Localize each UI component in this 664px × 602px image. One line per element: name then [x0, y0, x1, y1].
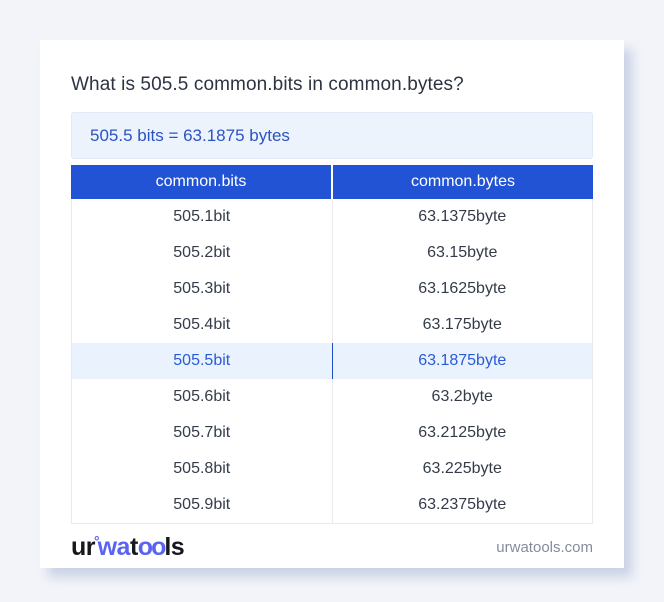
bits-value-link[interactable]: 505.7bit: [72, 415, 333, 451]
logo-segment-dark: ls: [164, 533, 185, 561]
table-row: 505.1bit 63.1375byte: [72, 199, 592, 235]
column-header-bytes: common.bytes: [333, 165, 593, 199]
table-header-row: common.bits common.bytes: [71, 165, 593, 199]
page-title: What is 505.5 common.bits in common.byte…: [71, 74, 464, 95]
logo-segment-blue: wa: [97, 533, 131, 561]
bytes-value-link[interactable]: 63.175byte: [422, 316, 502, 333]
table-row: 505.7bit 63.2125byte: [72, 415, 592, 451]
table-row: 505.3bit 63.1625byte: [72, 271, 592, 307]
table-body: 505.1bit 63.1375byte 505.2bit 63.15byte …: [71, 199, 593, 524]
conversion-result-text: 505.5 bits = 63.1875 bytes: [90, 125, 290, 145]
bytes-value-link[interactable]: 63.2byte: [431, 388, 493, 405]
converter-card: What is 505.5 common.bits in common.byte…: [40, 40, 624, 568]
bytes-value-link[interactable]: 63.2125byte: [418, 424, 507, 441]
table-row: 505.2bit 63.15byte: [72, 235, 592, 271]
logo-ring-icon: °: [94, 533, 99, 549]
table-row: 505.8bit 63.225byte: [72, 451, 592, 487]
bytes-value-link[interactable]: 63.2375byte: [418, 496, 507, 513]
conversion-table: common.bits common.bytes 505.1bit 63.137…: [71, 165, 593, 524]
bytes-value-link[interactable]: 63.1875byte: [418, 352, 507, 369]
conversion-result-banner: 505.5 bits = 63.1875 bytes: [71, 112, 593, 159]
table-row: 505.4bit 63.175byte: [72, 307, 592, 343]
logo-oo-glasses-icon: oo: [137, 533, 167, 561]
bits-value-link[interactable]: 505.8bit: [72, 451, 333, 487]
bits-value-link[interactable]: 505.1bit: [72, 199, 333, 235]
bytes-value-link[interactable]: 63.225byte: [422, 460, 502, 477]
logo-segment-dark: ur: [71, 533, 96, 561]
logo-segment-dark: t: [129, 533, 138, 561]
bytes-value-link[interactable]: 63.15byte: [427, 244, 498, 261]
bytes-value-link[interactable]: 63.1375byte: [418, 208, 507, 225]
urwatools-logo[interactable]: ur°watools: [71, 533, 185, 561]
bytes-value-link[interactable]: 63.1625byte: [418, 280, 507, 297]
bits-value-link[interactable]: 505.3bit: [72, 271, 333, 307]
bits-value-link[interactable]: 505.6bit: [72, 379, 333, 415]
column-header-bits: common.bits: [71, 165, 331, 199]
bits-value-link[interactable]: 505.5bit: [72, 343, 333, 379]
card-footer: ur°watools urwatools.com: [71, 524, 593, 570]
bits-value-link[interactable]: 505.2bit: [72, 235, 333, 271]
bits-value-link[interactable]: 505.4bit: [72, 307, 333, 343]
bits-value-link[interactable]: 505.9bit: [72, 487, 333, 523]
site-domain-text: urwatools.com: [496, 538, 593, 556]
table-row: 505.6bit 63.2byte: [72, 379, 592, 415]
table-row: 505.9bit 63.2375byte: [72, 487, 592, 523]
table-row-highlighted: 505.5bit 63.1875byte: [72, 343, 592, 379]
